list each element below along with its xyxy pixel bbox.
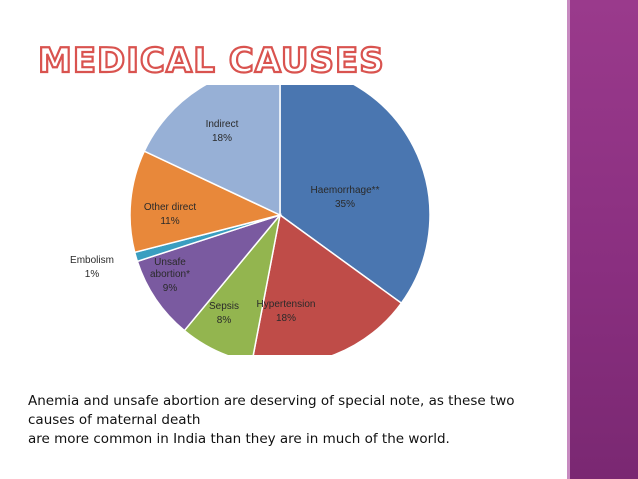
slide-title: MEDICAL CAUSES (38, 40, 385, 82)
caption-line-3: are more common in India than they are i… (28, 431, 450, 447)
caption-line-1: Anemia and unsafe abortion are deserving… (28, 393, 515, 409)
caption: Anemia and unsafe abortion are deserving… (28, 392, 558, 449)
slide-title-text: MEDICAL CAUSES (38, 41, 385, 81)
pie-slice-haemorrhage (279, 85, 431, 305)
pie-slice-unsafe-abortion (136, 213, 283, 332)
slice-label-other-direct: Other direct 11% (144, 202, 196, 227)
side-decoration-band (567, 0, 638, 479)
pie-slice-indirect (143, 85, 281, 217)
pie-slice-other-direct (129, 150, 283, 254)
slice-label-sepsis: Sepsis 8% (209, 301, 239, 326)
slice-label-haemorrhage: Haemorrhage** 35% (311, 185, 380, 210)
caption-line-2: causes of maternal death (28, 412, 201, 428)
slice-label-hypertension: Hypertension 18% (257, 299, 316, 324)
slice-label-unsafe-abortion: Unsafe abortion* 9% (150, 257, 190, 294)
pie-slice-hypertension (252, 213, 403, 355)
slice-label-embolism: Embolism 1% (70, 255, 114, 280)
pie-chart: Haemorrhage** 35% Hypertension 18% Sepsis 8% U… (70, 85, 431, 355)
slice-label-indirect: Indirect 18% (206, 119, 239, 144)
